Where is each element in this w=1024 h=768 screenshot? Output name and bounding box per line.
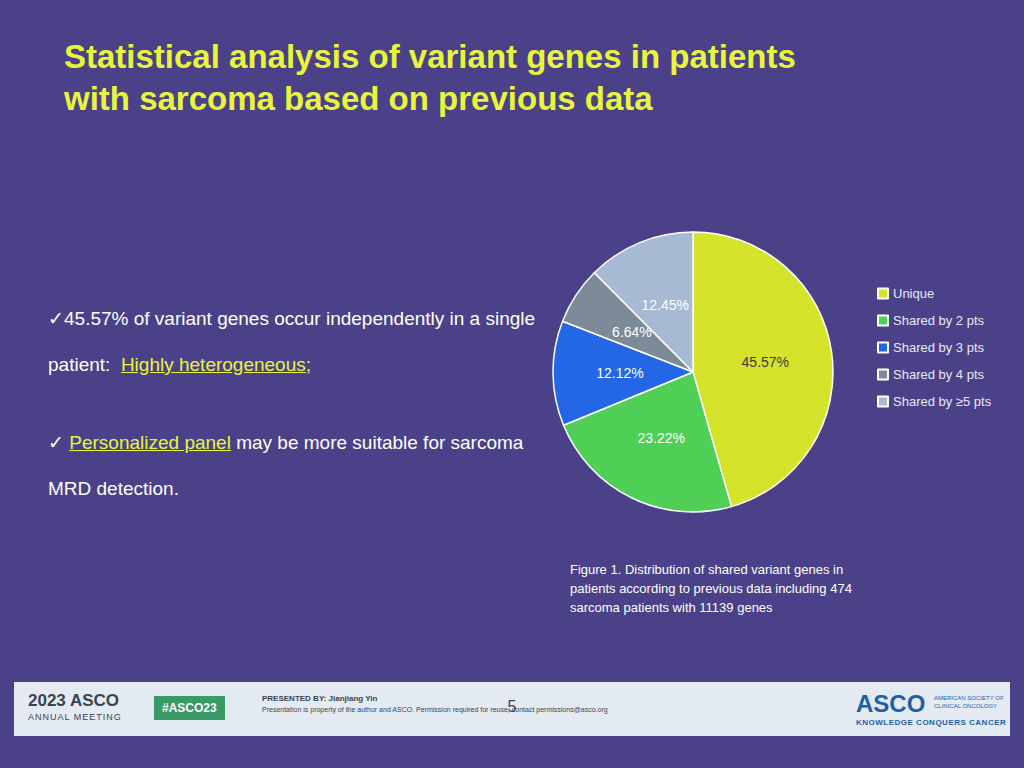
svg-text:23.22%: 23.22% — [637, 430, 684, 446]
html-text:PRESENTED BY: Jianjiang Yin: PRESENTED BY: Jianjiang Yin — [262, 694, 378, 703]
svg-text:Shared by 2 pts: Shared by 2 pts — [893, 313, 985, 328]
html-text:5: 5 — [507, 698, 517, 715]
html-text:#ASCO23: #ASCO23 — [162, 701, 217, 715]
html-text:ANNUAL MEETING: ANNUAL MEETING — [28, 712, 122, 722]
html-text:✓ Personalized panel may be mo: ✓ Personalized panel may be more suitabl… — [48, 432, 529, 499]
html-text:✓45.57% of variant genes occur: ✓45.57% of variant genes occur independe… — [48, 308, 541, 375]
svg-text:Shared by ≥5 pts: Shared by ≥5 pts — [893, 394, 992, 409]
html-text:2023 ASCO: 2023 ASCO — [28, 691, 119, 710]
html-text:KNOWLEDGE CONQUERS CANCER: KNOWLEDGE CONQUERS CANCER — [856, 718, 1007, 727]
html-text:Presentation is property of th: Presentation is property of the author a… — [262, 706, 608, 713]
svg-text:6.64%: 6.64% — [612, 324, 652, 340]
svg-text:12.12%: 12.12% — [596, 365, 643, 381]
html-text:Statistical analysis of varian: Statistical analysis of variant genes in… — [64, 38, 796, 117]
svg-text:Shared by 4 pts: Shared by 4 pts — [893, 367, 985, 382]
html-text:Figure 1. Distribution of shar: Figure 1. Distribution of shared variant… — [570, 562, 852, 615]
svg-text:12.45%: 12.45% — [641, 297, 688, 313]
html-text:AMERICAN SOCIETY OF CLINICAL O: AMERICAN SOCIETY OF CLINICAL ONCOLOGY — [934, 695, 1004, 709]
svg-text:Shared by 3 pts: Shared by 3 pts — [893, 340, 985, 355]
svg-text:45.57%: 45.57% — [742, 354, 789, 370]
svg-text:Unique: Unique — [893, 286, 934, 301]
html-text:ASCO: ASCO — [856, 690, 926, 717]
